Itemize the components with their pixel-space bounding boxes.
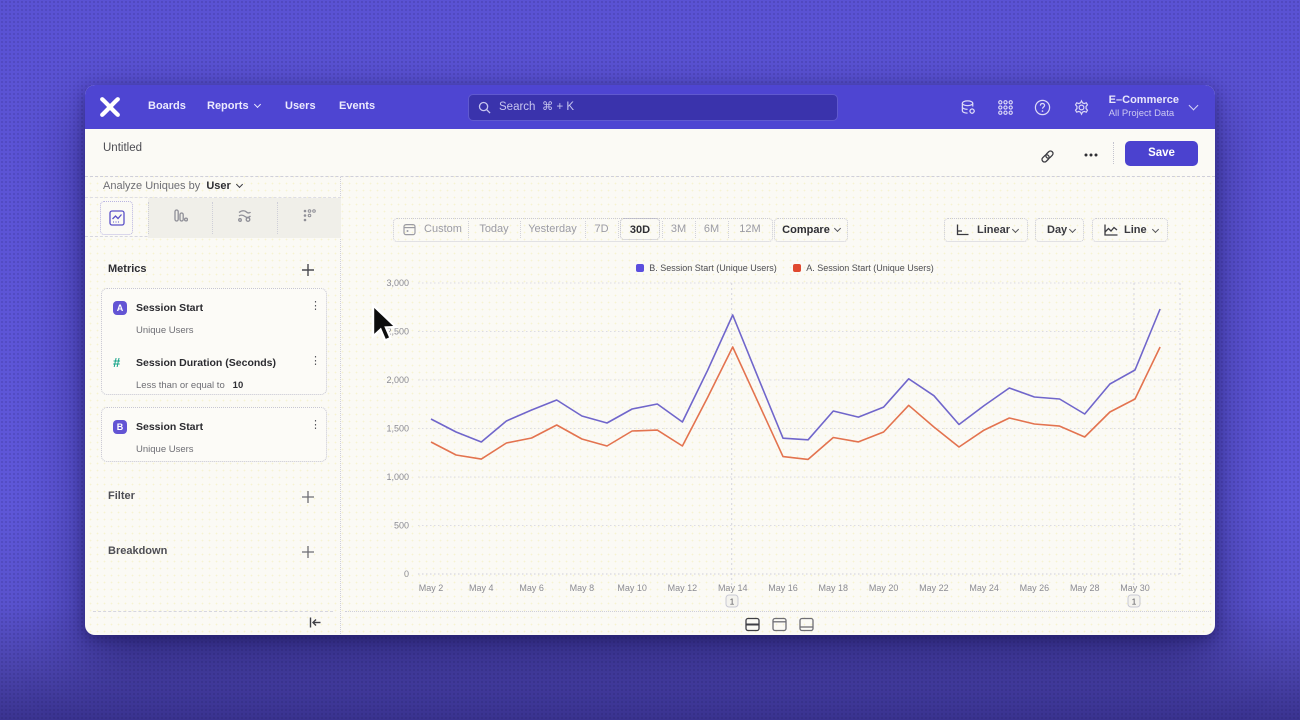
svg-text:1: 1 bbox=[1132, 597, 1137, 607]
svg-text:May 26: May 26 bbox=[1020, 583, 1050, 593]
svg-text:May 24: May 24 bbox=[969, 583, 999, 593]
svg-text:May 16: May 16 bbox=[768, 583, 798, 593]
svg-text:0: 0 bbox=[404, 569, 409, 579]
svg-text:May 28: May 28 bbox=[1070, 583, 1100, 593]
svg-text:May 8: May 8 bbox=[570, 583, 595, 593]
svg-text:2,500: 2,500 bbox=[386, 327, 409, 337]
svg-text:1,000: 1,000 bbox=[386, 472, 409, 482]
svg-text:May 2: May 2 bbox=[419, 583, 444, 593]
svg-text:2,000: 2,000 bbox=[386, 375, 409, 385]
svg-text:May 22: May 22 bbox=[919, 583, 949, 593]
svg-text:May 10: May 10 bbox=[617, 583, 647, 593]
svg-text:May 4: May 4 bbox=[469, 583, 494, 593]
svg-text:May 6: May 6 bbox=[519, 583, 544, 593]
svg-text:May 14: May 14 bbox=[718, 583, 748, 593]
svg-text:May 18: May 18 bbox=[819, 583, 849, 593]
svg-text:1,500: 1,500 bbox=[386, 424, 409, 434]
svg-text:1: 1 bbox=[730, 597, 735, 607]
svg-text:3,000: 3,000 bbox=[386, 278, 409, 288]
svg-text:May 12: May 12 bbox=[668, 583, 698, 593]
svg-text:May 20: May 20 bbox=[869, 583, 899, 593]
svg-text:May 30: May 30 bbox=[1120, 583, 1150, 593]
svg-text:500: 500 bbox=[394, 521, 409, 531]
